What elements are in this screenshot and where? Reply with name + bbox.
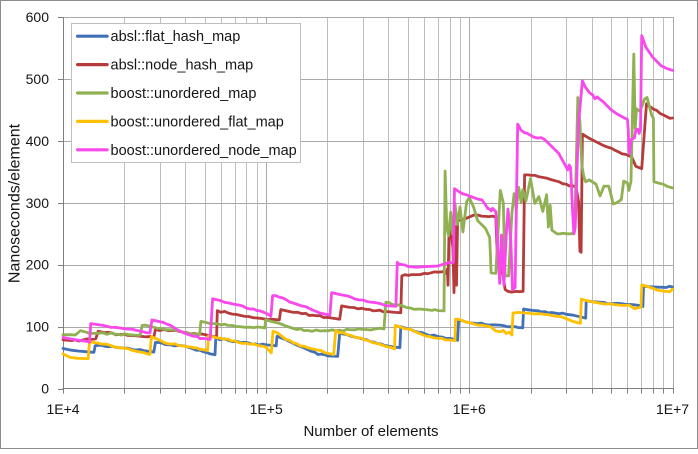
svg-text:300: 300 bbox=[26, 195, 50, 211]
svg-text:100: 100 bbox=[26, 319, 50, 335]
svg-text:0: 0 bbox=[41, 381, 49, 397]
svg-text:400: 400 bbox=[26, 133, 50, 149]
svg-text:600: 600 bbox=[26, 9, 50, 25]
svg-text:1E+7: 1E+7 bbox=[656, 401, 689, 417]
svg-text:Number of elements: Number of elements bbox=[303, 423, 438, 440]
svg-text:1E+6: 1E+6 bbox=[453, 401, 486, 417]
svg-text:absl::flat_hash_map: absl::flat_hash_map bbox=[111, 29, 241, 45]
svg-text:boost::unordered_flat_map: boost::unordered_flat_map bbox=[111, 114, 284, 130]
svg-text:500: 500 bbox=[26, 71, 50, 87]
svg-text:1E+4: 1E+4 bbox=[46, 401, 79, 417]
svg-text:Nanoseconds/element: Nanoseconds/element bbox=[7, 123, 24, 283]
svg-text:boost::unordered_map: boost::unordered_map bbox=[111, 86, 257, 102]
svg-text:200: 200 bbox=[26, 257, 50, 273]
svg-text:1E+5: 1E+5 bbox=[250, 401, 283, 417]
svg-text:absl::node_hash_map: absl::node_hash_map bbox=[111, 58, 254, 74]
svg-text:boost::unordered_node_map: boost::unordered_node_map bbox=[111, 143, 297, 159]
